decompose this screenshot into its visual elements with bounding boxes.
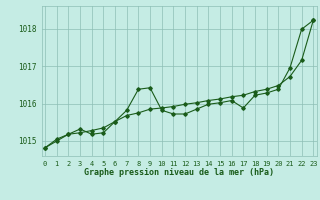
X-axis label: Graphe pression niveau de la mer (hPa): Graphe pression niveau de la mer (hPa): [84, 168, 274, 177]
